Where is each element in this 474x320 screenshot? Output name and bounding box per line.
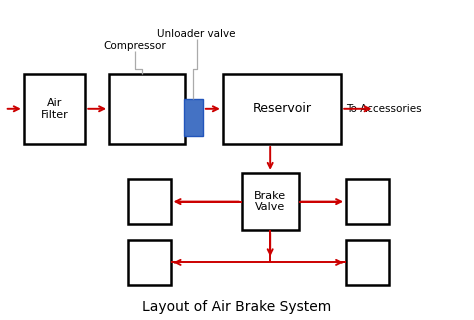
Bar (128, 179, 171, 224)
Bar (24, 74, 85, 144)
Text: Reservoir: Reservoir (253, 102, 311, 115)
Text: Layout of Air Brake System: Layout of Air Brake System (142, 300, 332, 314)
Text: Compressor: Compressor (104, 41, 166, 52)
Bar (346, 240, 389, 285)
Bar (242, 173, 299, 230)
Text: Air
Filter: Air Filter (41, 98, 68, 120)
Bar (223, 74, 341, 144)
Text: Brake
Valve: Brake Valve (254, 191, 286, 212)
Text: Unloader valve: Unloader valve (157, 28, 236, 39)
Bar (109, 74, 185, 144)
Text: To Accessories: To Accessories (346, 104, 422, 114)
Bar (128, 240, 171, 285)
Bar (184, 99, 203, 136)
Bar (346, 179, 389, 224)
